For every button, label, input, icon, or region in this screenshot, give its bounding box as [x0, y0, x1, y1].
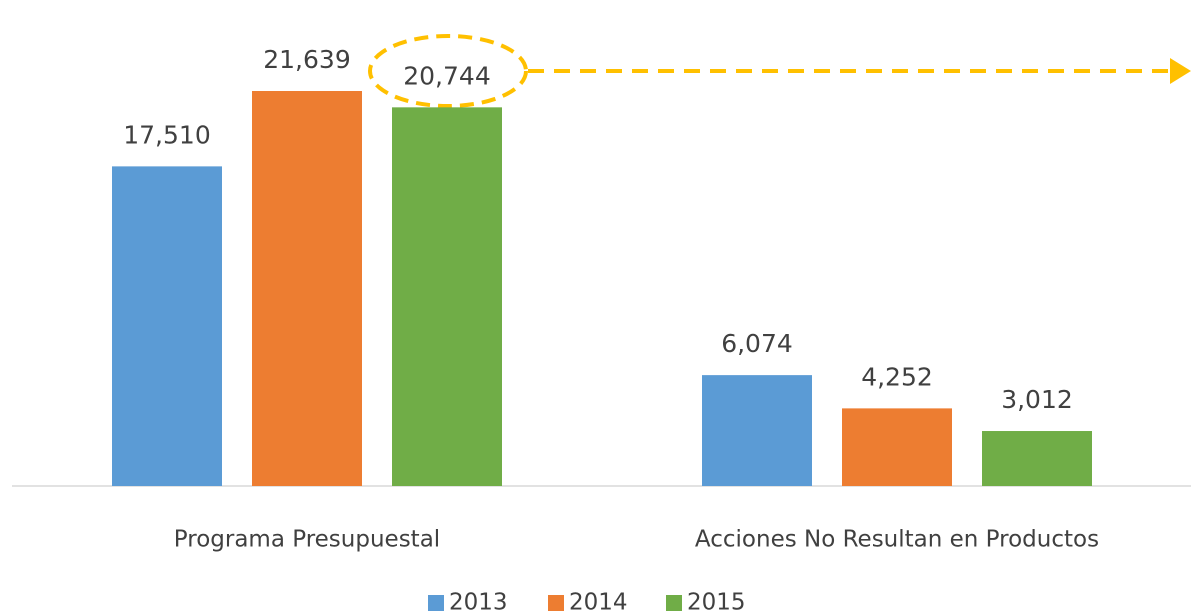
arrow-head	[1170, 58, 1191, 84]
x-tick-label: Programa Presupuestal	[174, 527, 440, 553]
bar	[982, 431, 1092, 486]
legend-label: 2013	[449, 590, 508, 613]
bar	[392, 107, 502, 486]
highlight-ellipse	[368, 34, 528, 108]
data-label: 3,012	[1001, 385, 1073, 414]
bar	[112, 166, 222, 486]
legend-swatch	[548, 595, 564, 611]
x-tick-label: Acciones No Resultan en Productos	[695, 527, 1099, 553]
legend-swatch	[428, 595, 444, 611]
legend-swatch	[666, 595, 682, 611]
bar	[252, 91, 362, 486]
data-label: 4,252	[861, 362, 933, 391]
data-label: 17,510	[123, 120, 210, 149]
bar	[702, 375, 812, 486]
data-label: 6,074	[721, 329, 793, 358]
data-label: 21,639	[263, 45, 350, 74]
legend-label: 2015	[687, 590, 746, 613]
data-label: 20,744	[403, 61, 490, 90]
legend-label: 2014	[569, 590, 628, 613]
bar	[842, 408, 952, 486]
